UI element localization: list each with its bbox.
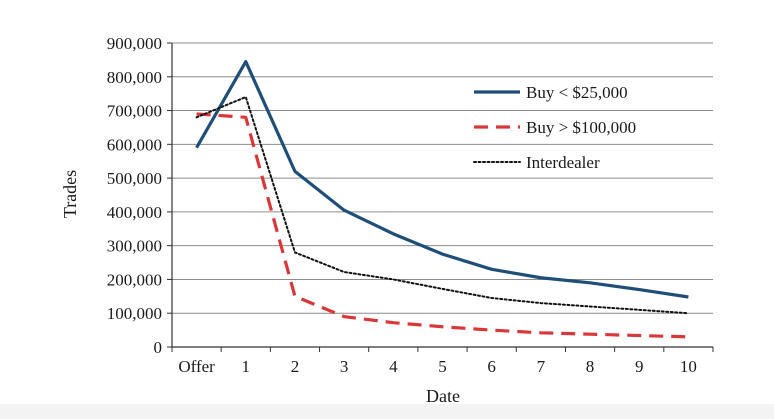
x-tick-label: 2 xyxy=(291,357,300,376)
y-tick-label: 100,000 xyxy=(107,304,162,323)
series-line-2 xyxy=(196,112,689,339)
y-tick-label: 900,000 xyxy=(107,34,162,53)
y-tick-label: 400,000 xyxy=(107,203,162,222)
y-tick-label: 300,000 xyxy=(107,237,162,256)
y-tick-label: 800,000 xyxy=(107,68,162,87)
x-tick-label: 6 xyxy=(487,357,496,376)
legend: Buy < $25,000 Buy > $100,000 Interdealer xyxy=(473,83,636,172)
x-tick-label: 1 xyxy=(242,357,251,376)
x-tick-label: 10 xyxy=(680,357,697,376)
y-tick-label: 0 xyxy=(154,338,163,357)
series-line-1 xyxy=(195,59,689,299)
series-line-3 xyxy=(195,96,690,315)
y-tick-label: 600,000 xyxy=(107,135,162,154)
x-axis-title: Date xyxy=(426,386,460,404)
bottom-band xyxy=(0,404,774,419)
line-chart: 0 100,000 200,000 300,000 400,000 500,000 600,… xyxy=(60,34,714,406)
x-tick-label: 5 xyxy=(438,357,447,376)
y-tick-label: 700,000 xyxy=(107,102,162,121)
x-tick-label: 7 xyxy=(537,357,546,376)
legend-label-2: Buy > $100,000 xyxy=(526,118,636,137)
x-tick-label: Offer xyxy=(178,357,215,376)
gridlines xyxy=(172,42,713,314)
axes xyxy=(167,42,714,352)
x-tick-label: 4 xyxy=(389,357,398,376)
x-tick-label: 9 xyxy=(635,357,644,376)
x-tick-label: 3 xyxy=(340,357,349,376)
x-tick-labels: Offer 1 2 3 4 5 6 7 8 9 10 xyxy=(178,357,697,376)
y-axis-title: Trades xyxy=(60,170,80,218)
legend-label-1: Buy < $25,000 xyxy=(526,83,628,102)
x-tick-label: 8 xyxy=(586,357,595,376)
legend-label-3: Interdealer xyxy=(526,153,600,172)
y-tick-label: 500,000 xyxy=(107,169,162,188)
y-tick-labels: 0 100,000 200,000 300,000 400,000 500,000 600,… xyxy=(107,34,162,357)
series-lines xyxy=(195,59,690,339)
y-tick-label: 200,000 xyxy=(107,270,162,289)
